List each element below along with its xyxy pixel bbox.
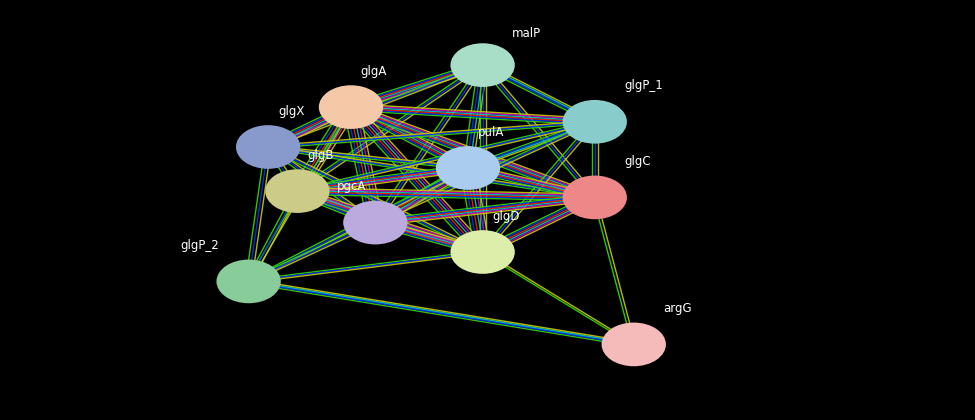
Text: glgD: glgD [492, 210, 520, 223]
Ellipse shape [563, 176, 627, 219]
Ellipse shape [563, 100, 627, 144]
Text: glgP_2: glgP_2 [180, 239, 219, 252]
Text: pgcA: pgcA [336, 180, 366, 193]
Text: glgX: glgX [278, 105, 304, 118]
Text: malP: malP [512, 27, 541, 40]
Text: pulA: pulA [478, 126, 504, 139]
Ellipse shape [450, 230, 515, 274]
Ellipse shape [265, 169, 330, 213]
Ellipse shape [602, 323, 666, 366]
Ellipse shape [236, 125, 300, 169]
Text: glgP_1: glgP_1 [624, 79, 663, 92]
Ellipse shape [436, 146, 500, 190]
Text: argG: argG [663, 302, 691, 315]
Text: glgC: glgC [624, 155, 650, 168]
Ellipse shape [343, 201, 408, 244]
Ellipse shape [319, 85, 383, 129]
Text: glgA: glgA [361, 65, 387, 78]
Ellipse shape [450, 43, 515, 87]
Text: glgB: glgB [307, 149, 333, 162]
Ellipse shape [216, 260, 281, 303]
